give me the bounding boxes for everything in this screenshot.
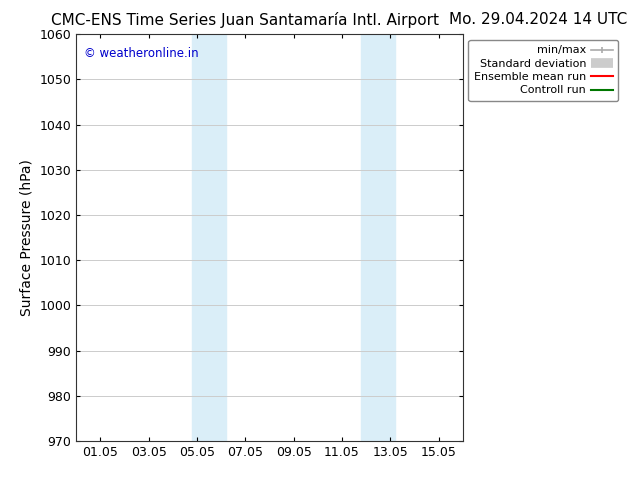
Legend: min/max, Standard deviation, Ensemble mean run, Controll run: min/max, Standard deviation, Ensemble me… [469,40,618,101]
Bar [192,34,226,441]
Y-axis label: Surface Pressure (hPa): Surface Pressure (hPa) [20,159,34,316]
Bar [361,34,395,441]
Text: © weatheronline.in: © weatheronline.in [84,47,198,59]
Text: Mo. 29.04.2024 14 UTC: Mo. 29.04.2024 14 UTC [450,12,628,27]
Text: CMC-ENS Time Series Juan Santamaría Intl. Airport: CMC-ENS Time Series Juan Santamaría Intl… [51,12,439,28]
